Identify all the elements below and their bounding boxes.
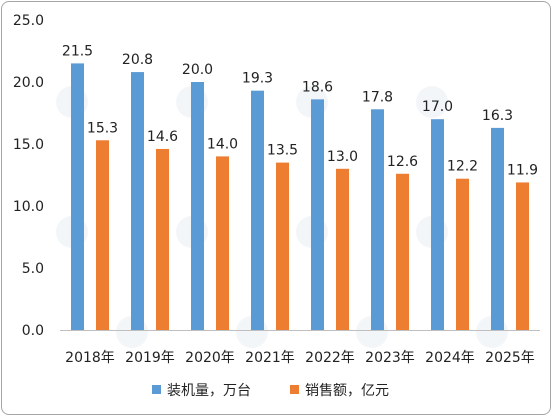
x-tick-label: 2020年 [185, 350, 235, 366]
bar-sales [276, 162, 289, 330]
bar-installed-units [371, 109, 384, 330]
y-tick-label: 25.0 [13, 13, 44, 29]
bar-chart: 0.05.010.015.020.025.0 21.515.320.814.62… [13, 13, 540, 399]
data-label: 13.0 [327, 149, 358, 165]
bar-sales [156, 148, 169, 330]
data-label: 18.6 [302, 79, 333, 95]
data-label: 19.3 [242, 71, 273, 87]
legend-label: 销售额，亿元 [305, 383, 389, 399]
x-tick-label: 2025年 [485, 350, 535, 366]
bar-installed-units [251, 90, 264, 331]
x-tick-label: 2021年 [245, 350, 295, 366]
data-label: 14.0 [207, 136, 238, 152]
legend-label: 装机量，万台 [167, 383, 251, 399]
x-tick-label: 2022年 [305, 350, 355, 366]
watermark-mark [416, 86, 448, 118]
data-label: 21.5 [62, 43, 93, 59]
legend: 装机量，万台 销售额，亿元 [152, 383, 389, 399]
bar-installed-units [311, 99, 324, 330]
bar-sales [516, 182, 529, 330]
bar-sales [336, 168, 349, 330]
y-tick-label: 10.0 [13, 199, 44, 215]
data-label: 20.8 [122, 52, 153, 68]
bar-sales [456, 178, 469, 330]
bars-layer [71, 63, 529, 331]
legend-swatch [152, 385, 161, 394]
bar-installed-units [71, 63, 84, 331]
legend-swatch [290, 385, 299, 394]
data-label: 12.2 [447, 159, 478, 175]
bar-sales [396, 173, 409, 330]
data-label: 13.5 [267, 143, 298, 159]
data-label: 12.6 [387, 154, 418, 170]
bar-installed-units [491, 127, 504, 330]
y-tick-label: 20.0 [13, 75, 44, 91]
bar-installed-units [131, 72, 144, 330]
data-label: 15.3 [87, 120, 118, 136]
x-tick-label: 2019年 [125, 350, 175, 366]
x-tick-label: 2023年 [365, 350, 415, 366]
bar-sales [216, 156, 229, 330]
data-label: 20.0 [182, 62, 213, 78]
y-axis: 0.0 5.0 10.0 15.0 20.0 25.0 [13, 13, 44, 339]
y-tick-label: 15.0 [13, 137, 44, 153]
y-tick-label: 0.0 [22, 323, 44, 339]
data-label: 17.0 [422, 99, 453, 115]
x-tick-label: 2018年 [65, 350, 115, 366]
x-axis: 2018年 2019年 2020年 2021年 2022年 2023年 2024年 2025年 [65, 350, 535, 366]
bar-installed-units [431, 119, 444, 330]
bar-sales [96, 140, 109, 330]
data-label: 11.9 [507, 162, 538, 178]
data-labels-layer: 21.5 15.3 20.8 14.6 20.0 14.0 19.3 13.5 18.6 13.0… [62, 43, 538, 178]
data-label: 16.3 [482, 108, 513, 124]
bar-installed-units [191, 82, 204, 330]
y-tick-label: 5.0 [22, 261, 44, 277]
data-label: 17.8 [362, 89, 393, 105]
data-label: 14.6 [147, 129, 178, 145]
x-tick-label: 2024年 [425, 350, 475, 366]
